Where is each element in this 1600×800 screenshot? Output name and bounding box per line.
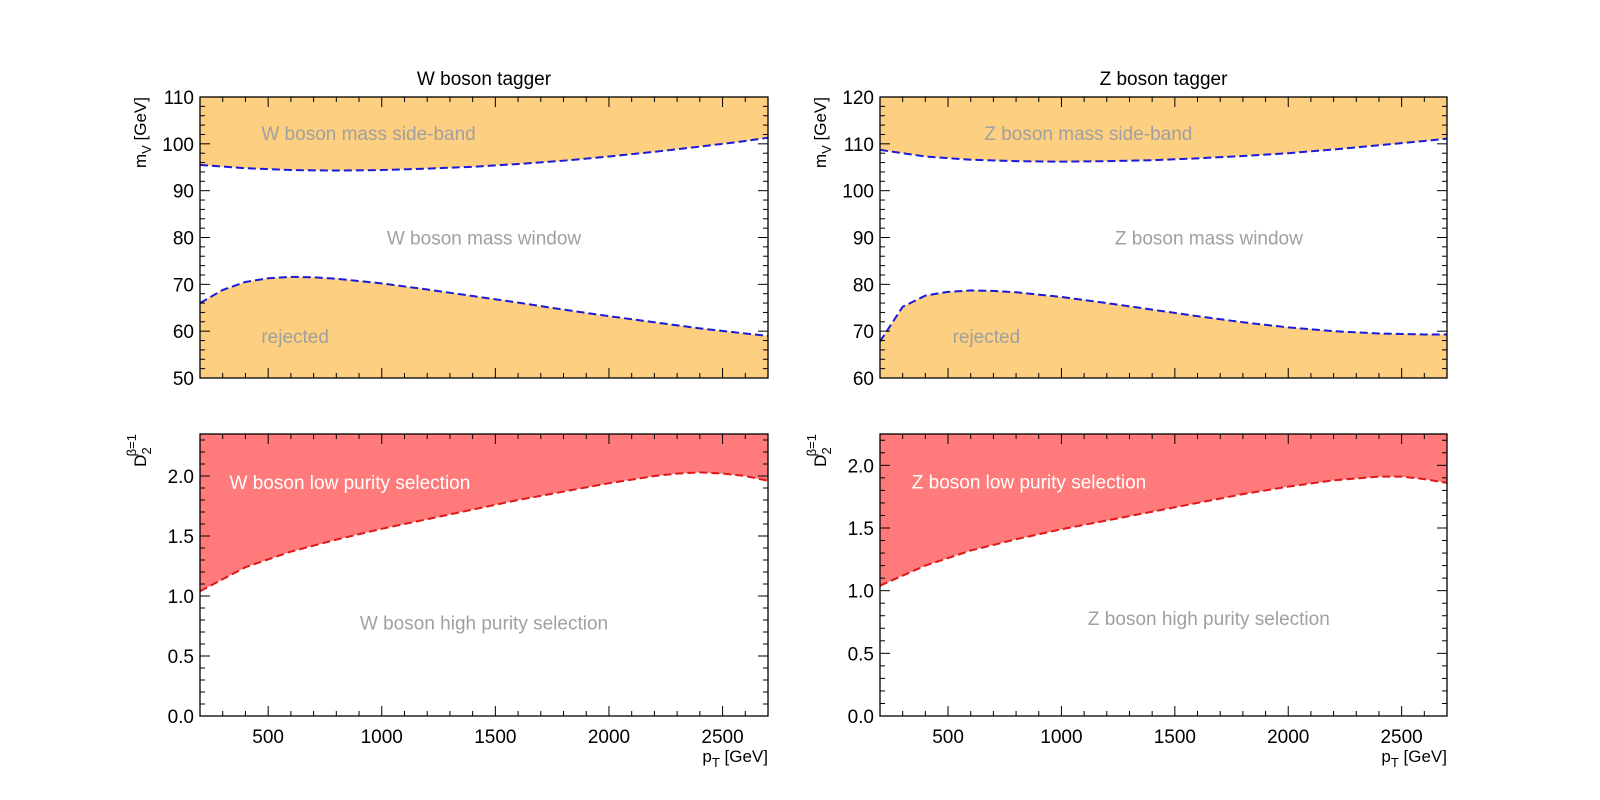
region-label: Z boson high purity selection (1088, 609, 1330, 630)
y-tick-label: 1.0 (848, 582, 874, 603)
x-tick-label: 500 (932, 727, 964, 748)
y-tick-label: 70 (173, 275, 194, 296)
plot-area (200, 434, 768, 593)
lower-mass-cut-line (200, 275, 768, 337)
x-tick-label: 2500 (1380, 727, 1422, 748)
panel-w-d2: W boson low purity selection W boson high… (124, 433, 769, 770)
y-tick-label: 1.5 (168, 527, 194, 548)
y-tick-label: 90 (853, 229, 874, 250)
lower-mass-cut-line (880, 289, 1447, 343)
y-tick-label: 0.5 (848, 644, 874, 665)
region-label: W boson mass window (387, 229, 582, 250)
y-axis-label: D2β=1 (124, 434, 154, 467)
region-label: rejected (953, 327, 1021, 348)
low-purity-region (200, 434, 768, 592)
region-label: Z boson low purity selection (912, 473, 1146, 494)
panel-title: Z boson tagger (1100, 69, 1228, 90)
y-tick-label: 1.0 (168, 587, 194, 608)
d2-cut-line (200, 471, 768, 593)
y-tick-label: 0.5 (168, 647, 194, 668)
y-tick-label: 100 (162, 135, 194, 156)
region-label: W boson mass side-band (261, 124, 475, 145)
x-tick-label: 2000 (588, 727, 630, 748)
x-axis-label: pT [GeV] (1381, 747, 1447, 770)
d2-cut-line (880, 475, 1447, 587)
region-label: W boson low purity selection (230, 473, 471, 494)
x-tick-label: 2000 (1267, 727, 1309, 748)
y-axis-label: mV [GeV] (811, 97, 834, 168)
tick-marks (880, 96, 1447, 378)
tick-marks (200, 434, 768, 716)
plot-area (880, 434, 1447, 587)
sideband-region (200, 97, 768, 171)
panel-z-d2: Z boson low purity selection Z boson high… (804, 433, 1448, 770)
x-tick-label: 500 (252, 727, 284, 748)
region-label: rejected (261, 327, 329, 348)
y-axis-label: D2β=1 (804, 434, 834, 467)
upper-mass-cut-line (200, 136, 768, 172)
x-tick-label: 2500 (701, 727, 743, 748)
y-tick-label: 60 (853, 369, 874, 390)
x-tick-label: 1000 (361, 727, 403, 748)
y-tick-label: 2.0 (848, 456, 874, 477)
y-tick-label: 80 (853, 275, 874, 296)
region-label: Z boson mass window (1115, 229, 1303, 250)
y-tick-label: 110 (164, 88, 194, 109)
x-tick-label: 1000 (1040, 727, 1082, 748)
sideband-region (880, 97, 1447, 162)
y-tick-label: 120 (842, 88, 874, 109)
x-tick-label: 1500 (474, 727, 516, 748)
upper-mass-cut-line (880, 137, 1447, 163)
panel-title: W boson tagger (417, 69, 552, 90)
plot-frame (199, 433, 769, 717)
x-axis-label: pT [GeV] (702, 747, 768, 770)
y-tick-label: 80 (173, 229, 194, 250)
y-tick-label: 2.0 (168, 467, 194, 488)
tick-marks (200, 96, 768, 378)
region-label: Z boson mass side-band (984, 124, 1192, 145)
region-label: W boson high purity selection (360, 613, 608, 634)
plot-frame (879, 433, 1448, 717)
y-tick-label: 50 (173, 369, 194, 390)
plot-area (200, 97, 768, 378)
y-tick-label: 0.0 (168, 707, 194, 728)
plot-area (880, 97, 1447, 378)
y-tick-label: 60 (173, 322, 194, 343)
y-tick-label: 90 (173, 182, 194, 203)
y-tick-label: 1.5 (848, 519, 874, 540)
y-tick-label: 110 (844, 135, 874, 156)
panel-w-mass: W boson mass side-band W boson mass windo… (131, 69, 769, 390)
y-tick-label: 70 (853, 322, 874, 343)
y-axis-label: mV [GeV] (131, 97, 154, 168)
y-tick-label: 0.0 (848, 707, 874, 728)
rejected-region (880, 290, 1447, 378)
tick-marks (880, 434, 1447, 716)
x-tick-label: 1500 (1154, 727, 1196, 748)
y-tick-label: 100 (842, 182, 874, 203)
panel-z-mass: Z boson mass side-band Z boson mass windo… (811, 69, 1448, 390)
rejected-region (200, 276, 768, 378)
low-purity-region (880, 434, 1447, 586)
